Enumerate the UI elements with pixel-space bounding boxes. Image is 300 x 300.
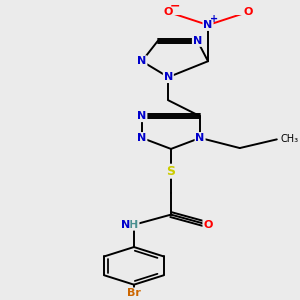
Text: N: N xyxy=(193,36,202,46)
Text: N: N xyxy=(137,133,146,143)
Text: H: H xyxy=(129,220,139,230)
Text: N: N xyxy=(164,72,173,82)
Text: S: S xyxy=(167,165,176,178)
Text: N: N xyxy=(121,220,130,230)
Text: N: N xyxy=(203,20,213,30)
Text: Br: Br xyxy=(127,288,141,298)
Text: +: + xyxy=(210,14,218,24)
Text: CH₃: CH₃ xyxy=(280,134,299,144)
Text: N: N xyxy=(137,111,146,121)
Text: O: O xyxy=(203,220,213,230)
Text: O: O xyxy=(243,7,252,17)
Text: N: N xyxy=(196,133,205,143)
Text: O: O xyxy=(164,7,173,17)
Text: N: N xyxy=(137,56,146,66)
Text: −: − xyxy=(170,0,180,13)
